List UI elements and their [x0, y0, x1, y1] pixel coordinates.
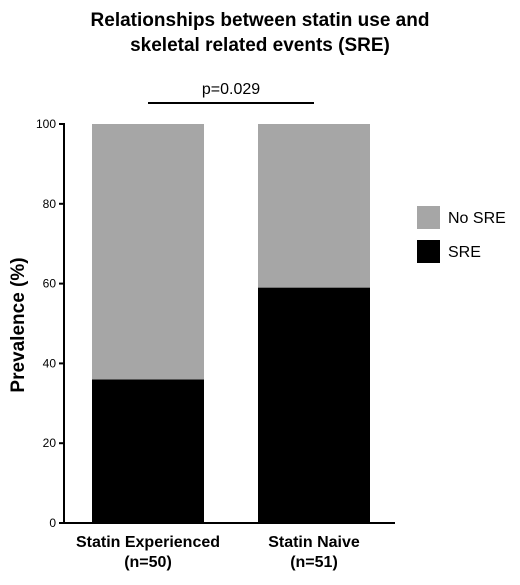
x-tick-label-0-line-0: Statin Experienced: [76, 534, 220, 551]
legend-swatch-no-sre: [417, 206, 440, 229]
legend: No SRE SRE: [417, 206, 506, 263]
y-tick-label-20: 20: [43, 436, 57, 450]
legend-swatch-sre: [417, 240, 440, 263]
x-tick-label-1-line-1: (n=51): [290, 554, 338, 571]
y-tick-label-100: 100: [36, 117, 56, 131]
bar-sre-0: [92, 379, 204, 523]
chart-title-line-1: Relationships between statin use and: [91, 10, 430, 31]
y-tick-label-0: 0: [49, 516, 56, 530]
axes-layer: 0 20 40 60 80 100: [36, 117, 395, 530]
chart-title-line-2: skeletal related events (SRE): [130, 35, 390, 56]
p-value-label: p=0.029: [202, 81, 260, 98]
x-tick-label-1-line-0: Statin Naive: [268, 534, 360, 551]
y-tick-label-40: 40: [43, 356, 57, 370]
legend-label-no-sre: No SRE: [448, 210, 506, 227]
bar-no-sre-1: [258, 124, 370, 288]
bar-no-sre-0: [92, 124, 204, 380]
bars-layer: [92, 124, 370, 523]
y-tick-label-80: 80: [43, 197, 57, 211]
y-tick-label-60: 60: [43, 277, 57, 291]
annotation-layer: p=0.029: [148, 81, 314, 104]
y-axis-label: Prevalence (%): [8, 257, 29, 392]
bar-sre-1: [258, 287, 370, 523]
legend-label-sre: SRE: [448, 244, 481, 261]
x-tick-label-0-line-1: (n=50): [124, 554, 172, 571]
x-tick-labels: Statin Experienced (n=50) Statin Naive (n=5…: [76, 534, 360, 571]
